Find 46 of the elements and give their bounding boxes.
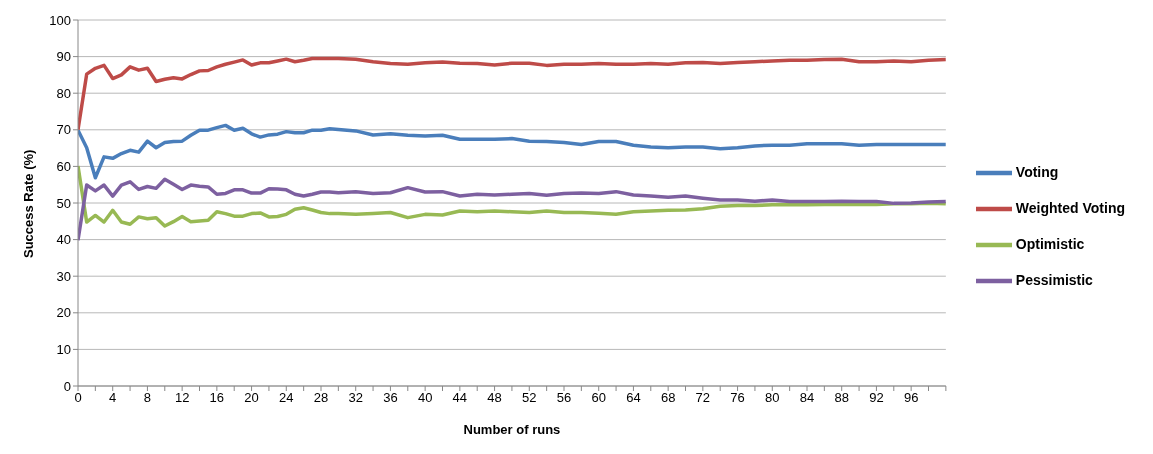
y-tick-label: 100 <box>49 12 71 28</box>
x-tick-label: 72 <box>695 390 711 406</box>
legend-label: Voting <box>1015 163 1059 180</box>
x-tick-label: 60 <box>591 390 606 406</box>
y-tick-label: 30 <box>56 268 71 284</box>
x-tick-label: 16 <box>209 390 225 406</box>
x-tick-label: 56 <box>556 390 572 406</box>
x-tick-label: 80 <box>765 390 780 406</box>
x-tick-label: 92 <box>869 390 884 406</box>
legend-label: Optimistic <box>1015 235 1085 252</box>
x-tick-label: 96 <box>903 390 919 406</box>
legend-label: Pessimistic <box>1015 271 1093 288</box>
y-tick-label: 80 <box>56 85 71 101</box>
y-tick-label: 0 <box>63 378 71 394</box>
x-tick-label: 88 <box>834 390 849 406</box>
x-tick-label: 28 <box>313 390 329 406</box>
x-tick-label: 44 <box>452 390 468 406</box>
x-tick-label: 48 <box>487 390 502 406</box>
x-axis-title: Number of runs <box>463 422 561 437</box>
y-tick-label: 90 <box>56 49 71 65</box>
x-tick-label: 64 <box>626 390 641 406</box>
x-tick-label: 36 <box>383 390 398 406</box>
x-tick-label: 52 <box>522 390 537 406</box>
y-tick-label: 60 <box>56 159 71 175</box>
legend-label: Weighted Voting <box>1015 199 1125 216</box>
x-tick-label: 20 <box>244 390 259 406</box>
line-series <box>78 56 946 132</box>
x-tick-label: 12 <box>174 390 190 406</box>
y-axis-title: Success Rate (%) <box>20 149 36 258</box>
x-tick-label: 8 <box>143 390 152 406</box>
line-series <box>78 164 946 228</box>
line-series <box>78 123 946 180</box>
y-tick-label: 20 <box>56 305 71 321</box>
x-tick-label: 24 <box>279 390 294 406</box>
y-tick-label: 70 <box>56 122 71 138</box>
x-tick-label: 32 <box>348 390 363 406</box>
y-tick-label: 50 <box>56 195 71 211</box>
y-tick-label: 10 <box>56 342 71 358</box>
x-tick-label: 68 <box>660 390 676 406</box>
y-tick-label: 40 <box>56 232 71 248</box>
x-tick-label: 0 <box>74 390 82 406</box>
x-tick-label: 84 <box>799 390 815 406</box>
x-tick-label: 40 <box>417 390 433 406</box>
x-tick-label: 4 <box>109 390 117 406</box>
line-series <box>78 177 946 243</box>
x-tick-label: 76 <box>730 390 745 406</box>
